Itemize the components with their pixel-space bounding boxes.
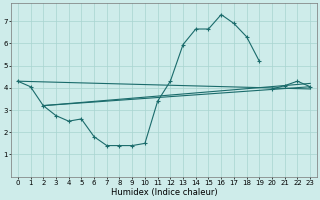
X-axis label: Humidex (Indice chaleur): Humidex (Indice chaleur) (111, 188, 217, 197)
